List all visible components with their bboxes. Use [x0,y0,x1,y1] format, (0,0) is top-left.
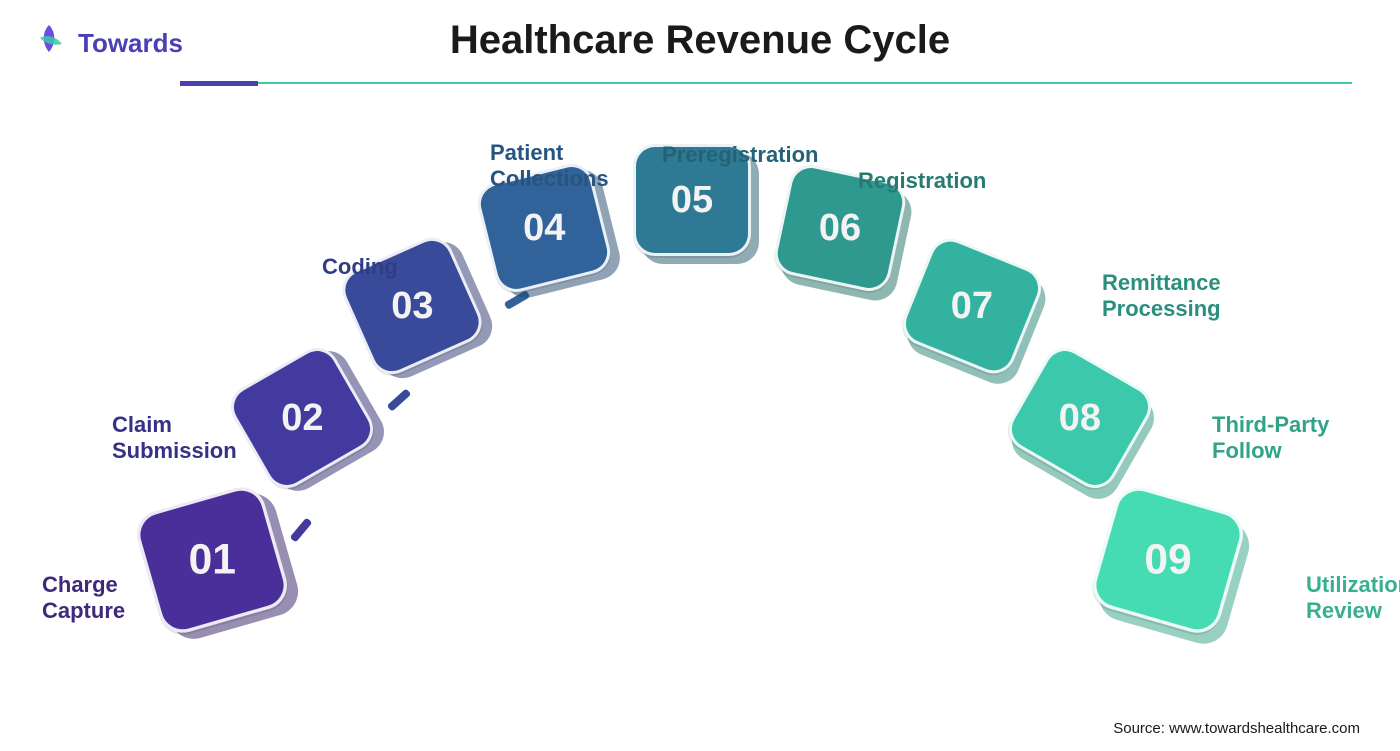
logo-mark-icon [28,22,70,64]
underline-accent-left [180,81,258,86]
step-connector [290,517,313,542]
page-title: Healthcare Revenue Cycle [0,18,1400,63]
step-label: Third-Party Follow [1212,412,1329,465]
step-label: Remittance Processing [1102,270,1221,323]
brand-logo: Towards [28,22,183,64]
cycle-step: 09Utilization Review [1109,504,1227,616]
title-underline [180,82,1352,85]
step-number: 04 [523,207,565,250]
step-tile: 08 [1001,340,1159,496]
step-number: 08 [1059,397,1101,440]
revenue-cycle-arc: 01Charge Capture02Claim Submission03Codi… [0,100,1400,751]
source-attribution: Source: www.towardshealthcare.com [1113,720,1360,737]
step-label: Claim Submission [112,412,237,465]
step-number: 03 [391,285,433,328]
step-tile: 01 [131,481,293,638]
step-label: Patient Collections [490,140,609,193]
underline-accent-right [258,82,1352,84]
cycle-step: 06Registration [781,172,899,284]
step-connector [387,388,412,411]
cycle-step: 05Preregistration [633,144,751,256]
step-number: 02 [281,397,323,440]
cycle-step: 04Patient Collections [485,172,603,284]
step-label: Charge Capture [42,572,125,625]
step-number: 05 [671,179,713,222]
step-tile: 02 [223,340,381,496]
cycle-step: 07Remittance Processing [913,250,1031,362]
step-tile: 07 [896,232,1047,380]
step-label: Coding [322,254,398,280]
logo-text: Towards [78,28,183,59]
step-number: 09 [1144,536,1191,584]
step-label: Utilization Review [1306,572,1400,625]
step-tile: 09 [1087,481,1249,638]
step-number: 01 [188,536,235,584]
step-number: 06 [819,207,861,250]
step-number: 07 [951,285,993,328]
step-label: Registration [858,168,986,194]
cycle-step: 08Third-Party Follow [1021,362,1139,474]
cycle-step: 02Claim Submission [243,362,361,474]
cycle-step: 03Coding [353,250,471,362]
cycle-step: 01Charge Capture [153,504,271,616]
